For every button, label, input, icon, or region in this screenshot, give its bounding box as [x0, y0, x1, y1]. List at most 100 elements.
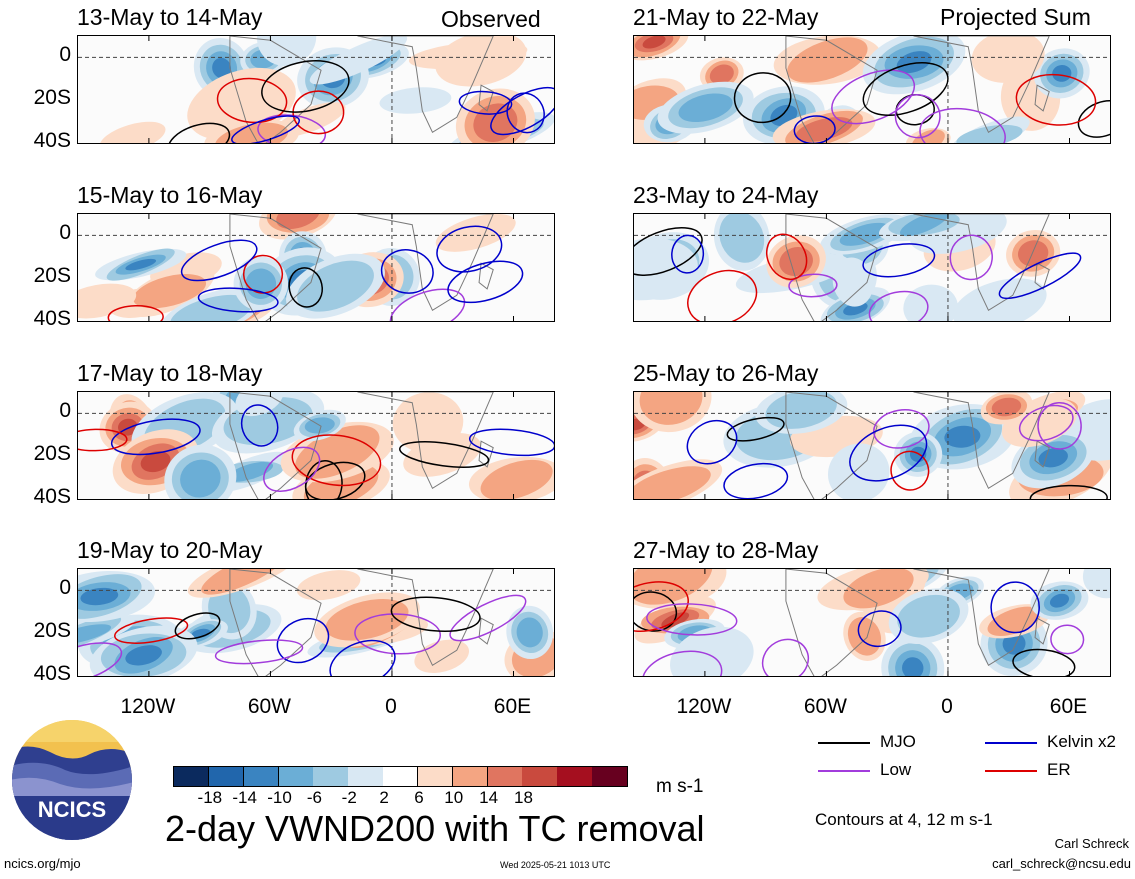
anomaly-blob	[827, 443, 890, 499]
coastline	[785, 392, 878, 499]
wave-contour	[831, 69, 916, 125]
y-tick-label: 40S	[33, 307, 71, 330]
y-tick-label: 0	[59, 576, 71, 600]
colorbar-tick-label: 2	[379, 788, 389, 807]
y-tick-label: 40S	[33, 129, 71, 152]
heatmap-panel	[77, 391, 555, 500]
wave-contour	[291, 434, 382, 487]
anomaly-blob	[952, 278, 1047, 321]
anomaly-blob	[843, 569, 914, 609]
colorbar-tick-label: -10	[267, 788, 292, 807]
wave-contour	[110, 418, 201, 456]
wave-contour	[765, 233, 808, 281]
projected-header: Projected Sum	[940, 4, 1091, 30]
coastline	[913, 214, 1050, 312]
anomaly-blob	[309, 36, 408, 85]
anomaly-blob	[295, 425, 380, 479]
wave-contour	[468, 428, 554, 457]
panel-title: 25-May to 26-May	[633, 360, 819, 386]
anomaly-blob	[245, 268, 277, 299]
wave-contour	[231, 115, 301, 143]
anomaly-blob	[201, 569, 286, 595]
wave-contour	[436, 225, 503, 273]
colorbar-cell	[383, 767, 419, 786]
wave-contour	[1050, 624, 1085, 655]
wave-contour	[329, 639, 396, 676]
coastline	[785, 569, 878, 676]
anomaly-blob	[226, 461, 274, 482]
anomaly-blob	[765, 392, 837, 429]
y-tick-label: 20S	[33, 86, 71, 110]
wave-contour	[890, 450, 930, 491]
heatmap-panel	[633, 35, 1111, 144]
anomaly-blob	[212, 57, 232, 79]
colorbar-cell	[208, 767, 245, 786]
wave-contour	[261, 60, 350, 113]
footer-email[interactable]: carl_schreck@ncsu.edu	[992, 856, 1131, 871]
coastline	[478, 617, 494, 645]
anomaly-blob	[215, 122, 289, 143]
wave-contour	[723, 462, 789, 499]
anomaly-blob	[897, 594, 960, 638]
wave-contour	[641, 650, 723, 676]
anomaly-blob	[639, 392, 703, 425]
coastline	[785, 214, 878, 321]
x-tick-label: 0	[385, 695, 397, 718]
anomaly-blob	[408, 41, 528, 70]
colorbar-cell	[313, 767, 349, 786]
wave-contour	[506, 92, 545, 134]
wave-contour	[216, 77, 288, 124]
anomaly-blob	[670, 626, 754, 676]
coastline	[1034, 262, 1050, 290]
anomaly-blob	[78, 624, 112, 645]
heatmap-panel	[77, 213, 555, 322]
anomaly-blob	[944, 425, 981, 448]
anomaly-blob	[634, 569, 713, 605]
legend-label: MJO	[880, 732, 916, 751]
anomaly-blob	[642, 36, 666, 49]
anomaly-blob	[480, 459, 553, 499]
wave-contour	[449, 594, 527, 642]
wave-contour	[868, 290, 929, 321]
heatmap-panel	[633, 568, 1111, 677]
y-tick-label: 0	[59, 221, 71, 245]
wave-contour	[78, 642, 123, 676]
panel-title: 23-May to 24-May	[633, 182, 819, 208]
wave-contour	[1037, 401, 1082, 450]
wave-contour	[490, 86, 554, 136]
coastline	[229, 214, 322, 321]
panel-title: 19-May to 20-May	[77, 537, 263, 563]
legend-swatch	[985, 770, 1037, 772]
wave-contour	[276, 617, 330, 664]
colorbar	[173, 766, 628, 787]
panel-title: 21-May to 22-May	[633, 4, 819, 30]
coastline	[1034, 440, 1050, 468]
colorbar-cell	[417, 767, 454, 786]
wave-contour	[998, 252, 1082, 300]
anomaly-blob	[80, 587, 119, 606]
colorbar-tick-label: 18	[513, 788, 533, 807]
wave-contour	[788, 273, 838, 298]
heatmap-panel	[633, 391, 1111, 500]
wave-contour	[990, 581, 1040, 634]
wave-contour	[849, 424, 928, 482]
wave-contour	[354, 613, 442, 655]
wave-contour	[174, 612, 221, 640]
colorbar-cell	[348, 767, 384, 786]
y-tick-label: 20S	[33, 442, 71, 466]
heatmap-panel	[77, 568, 555, 677]
x-tick-label: 0	[941, 695, 953, 718]
wave-contour	[240, 404, 279, 447]
colorbar-cell	[487, 767, 523, 786]
legend-label: Kelvin x2	[1047, 732, 1116, 751]
coastline	[229, 392, 322, 499]
coastline	[1034, 617, 1050, 645]
anomaly-blob	[296, 570, 361, 601]
wave-contour	[726, 416, 785, 442]
wave-contour	[686, 419, 738, 465]
footer-url[interactable]: ncics.org/mjo	[4, 856, 81, 871]
anomaly-blob	[170, 294, 252, 321]
colorbar-cell	[592, 767, 628, 786]
anomaly-blob	[125, 258, 157, 271]
wave-contour	[1015, 73, 1097, 126]
